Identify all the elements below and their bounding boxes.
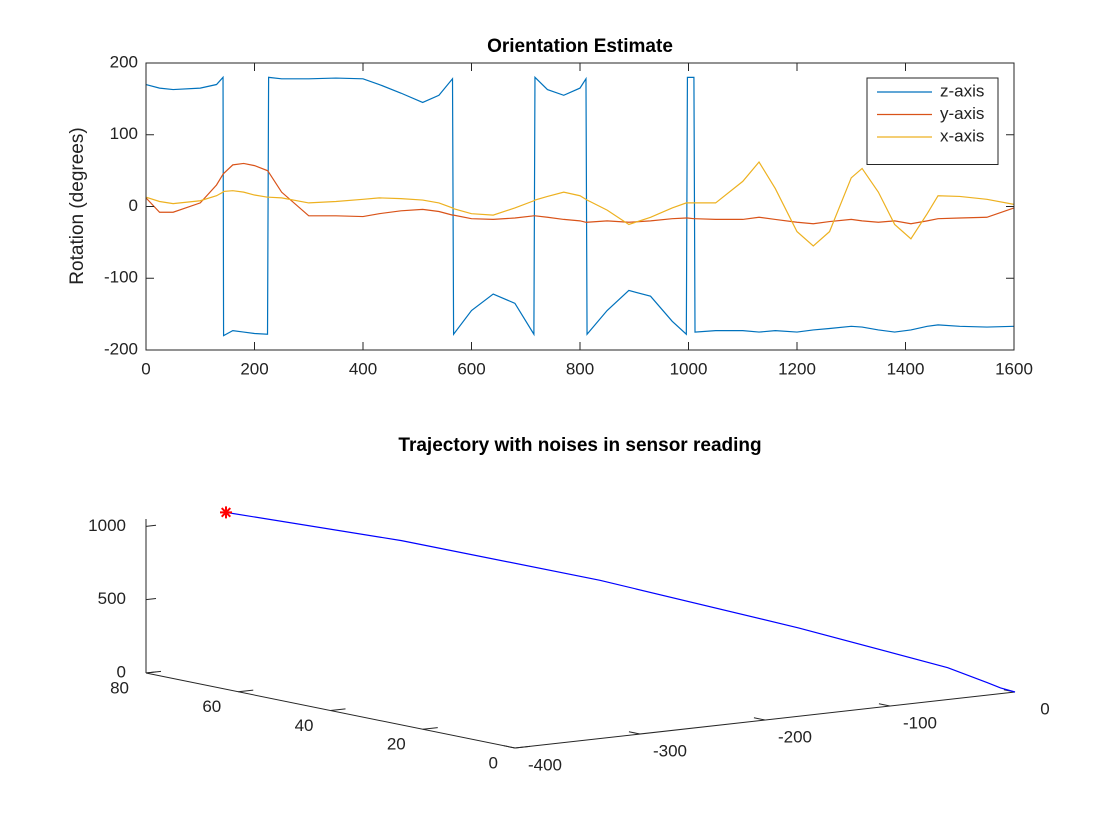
x-tick bbox=[503, 745, 516, 749]
z-tick-label: 1000 bbox=[88, 516, 126, 535]
x-tick-label: 200 bbox=[240, 359, 268, 378]
start-marker bbox=[220, 506, 232, 519]
x-tick-label: 1600 bbox=[995, 359, 1033, 378]
x-tick-label: 600 bbox=[457, 359, 485, 378]
y-tick bbox=[238, 689, 254, 693]
marker-stroke bbox=[220, 507, 232, 518]
x-tick-label: 800 bbox=[566, 359, 594, 378]
x-tick-label: 1200 bbox=[778, 359, 816, 378]
x-tick-label: -400 bbox=[528, 755, 562, 774]
y-tick-label: 40 bbox=[295, 716, 314, 735]
z-tick-label: 0 bbox=[117, 662, 126, 681]
y-tick-label: 20 bbox=[387, 735, 406, 754]
y-tick-label: 0 bbox=[129, 196, 138, 215]
x-tick-label: 1000 bbox=[670, 359, 708, 378]
x-tick-label: 0 bbox=[1040, 699, 1049, 718]
y-tick bbox=[514, 745, 531, 749]
y-tick-label: 60 bbox=[202, 697, 221, 716]
y-tick-label: -100 bbox=[104, 268, 138, 287]
z-tick-label: 500 bbox=[98, 589, 126, 608]
chart-title: Trajectory with noises in sensor reading bbox=[398, 435, 761, 456]
legend-label: z-axis bbox=[940, 81, 984, 100]
data-line bbox=[145, 162, 1015, 225]
x-tick-label: -300 bbox=[653, 741, 687, 760]
y-tick bbox=[422, 727, 438, 730]
x-tick bbox=[878, 703, 891, 707]
x-tick-label: -200 bbox=[778, 727, 812, 746]
x-tick-label: 1400 bbox=[887, 359, 925, 378]
x-tick-label: 400 bbox=[349, 359, 377, 378]
trajectory-line bbox=[225, 511, 1016, 693]
x-tick-label: -100 bbox=[903, 713, 937, 732]
y-tick-label: 0 bbox=[489, 753, 498, 772]
y-tick-label: 80 bbox=[110, 678, 129, 697]
y-tick-label: 200 bbox=[110, 52, 138, 71]
chart-title: Orientation Estimate bbox=[487, 36, 673, 57]
legend-label: y-axis bbox=[940, 104, 984, 123]
y-tick-label: -200 bbox=[104, 339, 138, 358]
x-tick-label: 0 bbox=[141, 359, 150, 378]
data-line bbox=[145, 75, 1015, 337]
z-tick bbox=[145, 524, 157, 527]
y-tick bbox=[330, 708, 346, 711]
z-tick bbox=[145, 598, 157, 601]
legend-label: x-axis bbox=[940, 126, 984, 145]
x-tick bbox=[753, 717, 766, 721]
y-axis-label: Rotation (degrees) bbox=[67, 127, 88, 284]
data-line bbox=[145, 160, 1015, 247]
x-tick bbox=[628, 731, 641, 735]
y-tick-label: 100 bbox=[110, 124, 138, 143]
z-tick bbox=[145, 671, 157, 674]
